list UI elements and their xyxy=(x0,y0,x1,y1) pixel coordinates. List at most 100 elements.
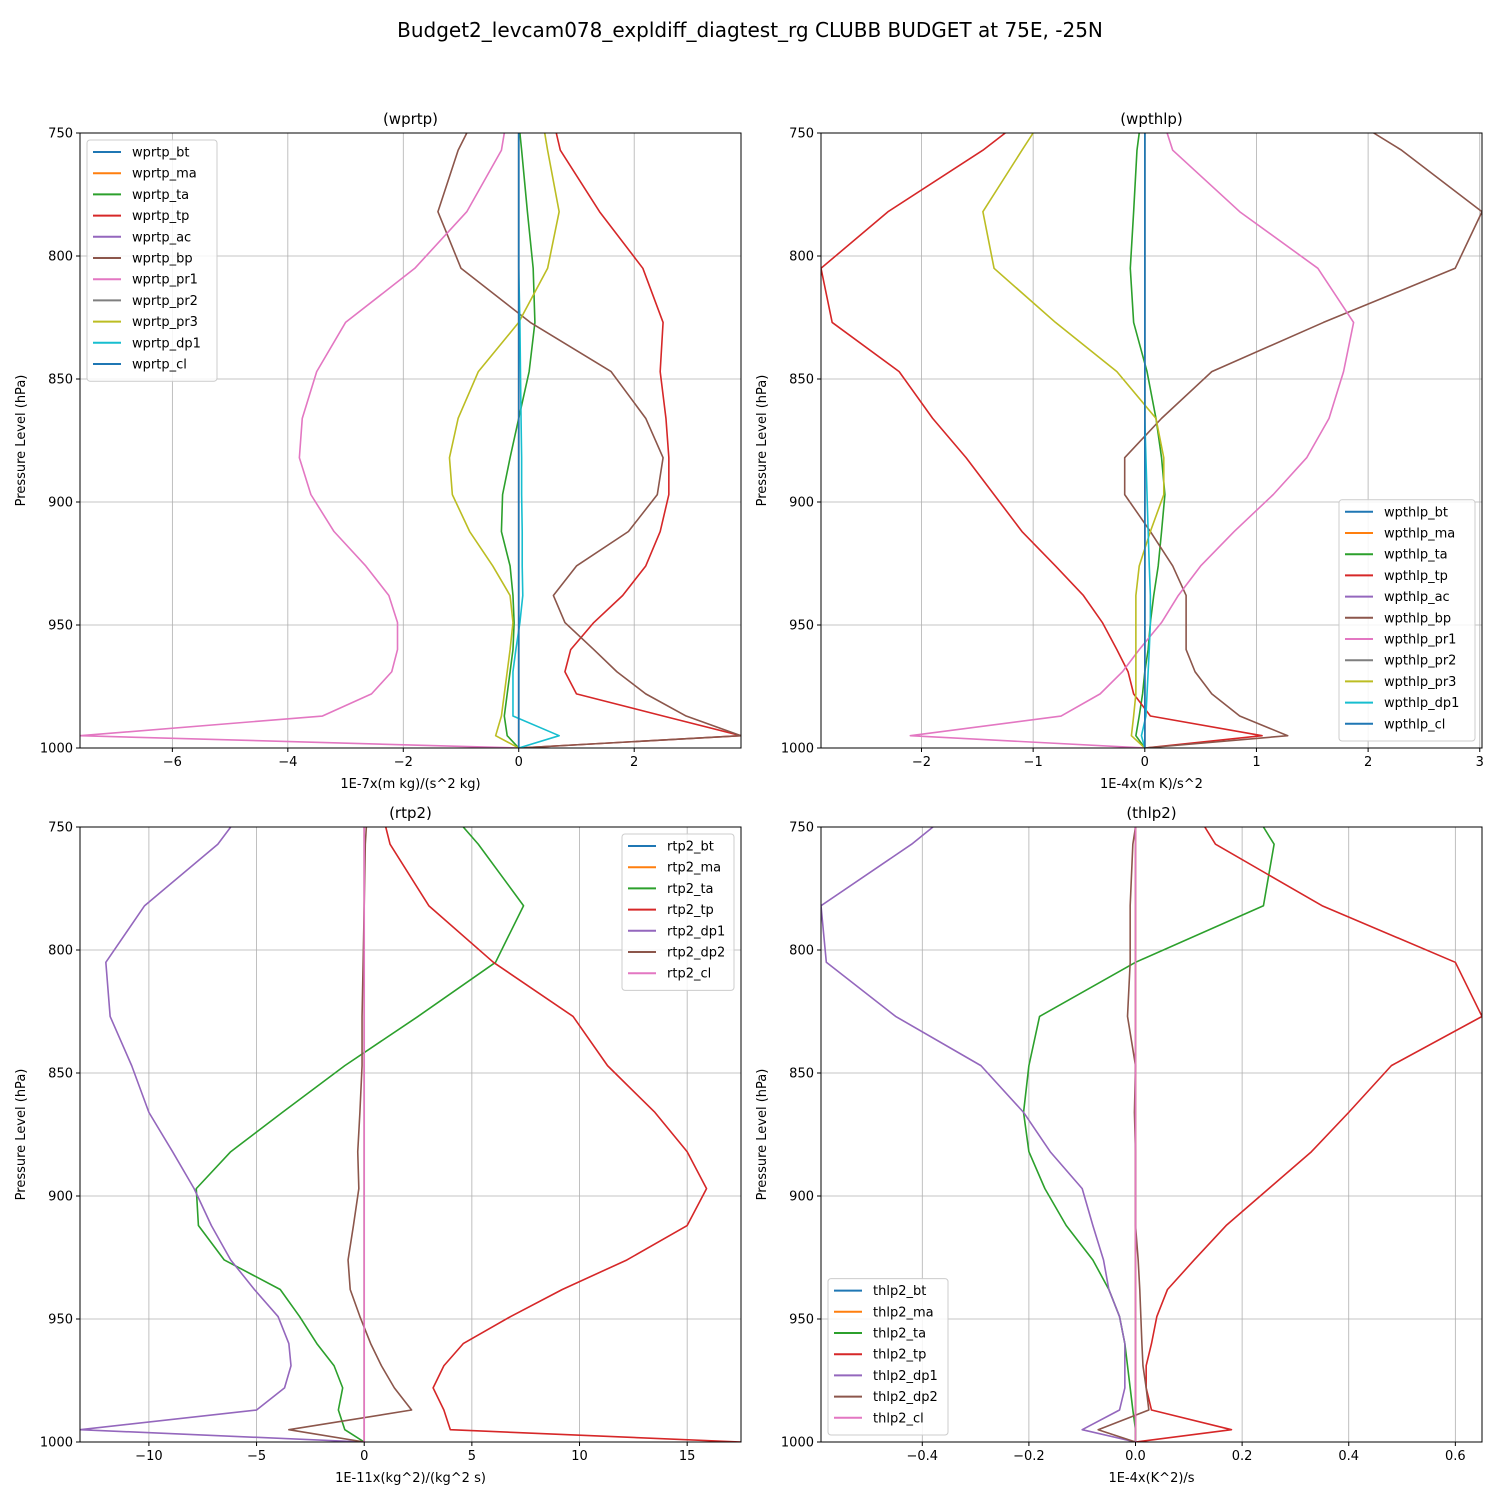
x-tick-label: 3 xyxy=(1476,755,1484,770)
legend-label: wpthlp_dp1 xyxy=(1384,696,1459,711)
series-lines xyxy=(821,827,1482,1442)
series-line-wpthlp_dp1 xyxy=(1140,133,1152,748)
plot-frame xyxy=(79,826,742,1443)
plot-frame xyxy=(820,132,1483,749)
x-tick-label: −1 xyxy=(1024,755,1043,770)
series-line-rtp2_dp1 xyxy=(80,827,365,1442)
series-line-thlp2_tp xyxy=(1135,827,1482,1442)
y-tick-label: 950 xyxy=(789,619,814,634)
legend-label: wpthlp_cl xyxy=(1384,717,1445,732)
legend-label: rtp2_dp1 xyxy=(667,924,725,939)
y-tick-label: 800 xyxy=(789,944,814,959)
x-tick-label: 10 xyxy=(571,1449,588,1464)
legend-label: wpthlp_ac xyxy=(1384,590,1450,605)
x-tick-label: 5 xyxy=(468,1449,476,1464)
series-lines xyxy=(80,827,741,1442)
x-tick-label: −5 xyxy=(247,1449,266,1464)
legend-label: wprtp_pr3 xyxy=(132,315,198,330)
legend-label: wpthlp_ma xyxy=(1384,527,1455,542)
y-tick-label: 850 xyxy=(789,373,814,388)
x-tick-label: −2 xyxy=(394,755,413,770)
legend-label: wprtp_pr1 xyxy=(132,273,198,288)
series-line-thlp2_dp1 xyxy=(821,827,1136,1442)
panel-rtp2: −10 −5 0 5 10 15 750 800 850 900 950 1000 (rtp2) 1E-1… xyxy=(14,804,742,1486)
series-line-wprtp_ta xyxy=(500,133,536,748)
series-line-wprtp_tp xyxy=(518,133,741,748)
x-axis-label: 1E-4x(K^2)/s xyxy=(1108,1471,1194,1486)
legend-label: rtp2_bt xyxy=(667,840,714,855)
legend-label: wprtp_tp xyxy=(132,209,189,224)
plot-frame xyxy=(820,826,1483,1443)
legend-label: wprtp_cl xyxy=(132,358,187,373)
y-tick-label: 950 xyxy=(48,619,73,634)
x-tick-label: 0.2 xyxy=(1232,1449,1253,1464)
legend: wprtp_bt wprtp_ma wprtp_ta wprtp_tp wprtp_ac… xyxy=(86,139,218,382)
legend: thlp2_bt thlp2_ma thlp2_ta thlp2_tp thlp2_dp… xyxy=(827,1278,949,1436)
legend-label: wpthlp_pr3 xyxy=(1384,675,1456,690)
y-tick-label: 850 xyxy=(48,373,73,388)
y-axis-label: Pressure Level (hPa) xyxy=(14,1069,29,1201)
y-tick-label: 750 xyxy=(48,821,73,836)
legend-label: wpthlp_tp xyxy=(1384,569,1448,584)
x-tick-label: −2 xyxy=(912,755,931,770)
legend-label: thlp2_ta xyxy=(873,1327,926,1342)
legend-label: wprtp_bp xyxy=(132,252,193,267)
panel-title: (thlp2) xyxy=(1126,804,1176,822)
legend-label: wpthlp_bp xyxy=(1384,611,1451,626)
y-axis-label: Pressure Level (hPa) xyxy=(755,1069,770,1201)
series-line-wprtp_pr1 xyxy=(80,133,519,748)
series-line-wpthlp_ta xyxy=(1129,133,1166,748)
x-tick-label: 0.4 xyxy=(1338,1449,1359,1464)
series-line-rtp2_dp2 xyxy=(288,827,413,1442)
series-line-wprtp_pr3 xyxy=(448,133,560,748)
y-tick-label: 1000 xyxy=(781,742,814,757)
y-tick-label: 750 xyxy=(789,127,814,142)
legend-label: wprtp_ac xyxy=(132,230,191,245)
y-tick-label: 900 xyxy=(789,1190,814,1205)
x-tick-label: 0.6 xyxy=(1445,1449,1466,1464)
y-tick-label: 850 xyxy=(48,1067,73,1082)
legend-label: wprtp_ta xyxy=(132,188,189,203)
y-tick-label: 1000 xyxy=(40,1436,73,1451)
y-axis-label: Pressure Level (hPa) xyxy=(755,375,770,507)
series-lines xyxy=(821,133,1482,748)
legend-label: thlp2_bt xyxy=(873,1284,926,1299)
y-tick-label: 900 xyxy=(789,496,814,511)
series-line-thlp2_ta xyxy=(1022,827,1275,1442)
y-tick-label: 850 xyxy=(789,1067,814,1082)
legend-label: thlp2_cl xyxy=(873,1411,924,1426)
series-line-thlp2_dp2 xyxy=(1097,827,1150,1442)
plot-frame xyxy=(79,132,742,749)
x-tick-label: 0 xyxy=(360,1449,368,1464)
x-axis-label: 1E-11x(kg^2)/(kg^2 s) xyxy=(335,1471,486,1486)
x-tick-label: −0.4 xyxy=(906,1449,938,1464)
legend-label: wpthlp_bt xyxy=(1384,505,1448,520)
y-tick-label: 1000 xyxy=(40,742,73,757)
figure-title: Budget2_levcam078_expldiff_diagtest_rg C… xyxy=(397,18,1103,42)
legend-label: rtp2_cl xyxy=(667,967,711,982)
legend-label: rtp2_ta xyxy=(667,882,714,897)
legend-label: wpthlp_pr1 xyxy=(1384,633,1456,648)
y-tick-label: 750 xyxy=(789,821,814,836)
series-line-wprtp_bp xyxy=(437,133,741,748)
legend-label: thlp2_ma xyxy=(873,1305,934,1320)
legend-label: wpthlp_ta xyxy=(1384,548,1448,563)
panel-wprtp: −6 −4 −2 0 2 750 800 850 900 950 1000 (wprtp) 1E-7x(… xyxy=(14,110,742,792)
legend-label: wpthlp_pr2 xyxy=(1384,654,1456,669)
series-line-wpthlp_tp xyxy=(821,133,1263,748)
legend-label: rtp2_dp2 xyxy=(667,946,725,961)
y-tick-label: 800 xyxy=(48,944,73,959)
series-line-rtp2_tp xyxy=(384,827,741,1442)
x-tick-label: 0 xyxy=(515,755,523,770)
y-tick-label: 900 xyxy=(48,1190,73,1205)
series-line-wpthlp_pr3 xyxy=(982,133,1165,748)
x-tick-label: 1 xyxy=(1252,755,1260,770)
y-tick-label: 900 xyxy=(48,496,73,511)
legend-label: rtp2_ma xyxy=(667,861,721,876)
panel-title: (wprtp) xyxy=(383,110,438,128)
y-tick-label: 1000 xyxy=(781,1436,814,1451)
y-tick-label: 950 xyxy=(48,1313,73,1328)
x-axis-label: 1E-7x(m kg)/(s^2 kg) xyxy=(340,777,480,792)
